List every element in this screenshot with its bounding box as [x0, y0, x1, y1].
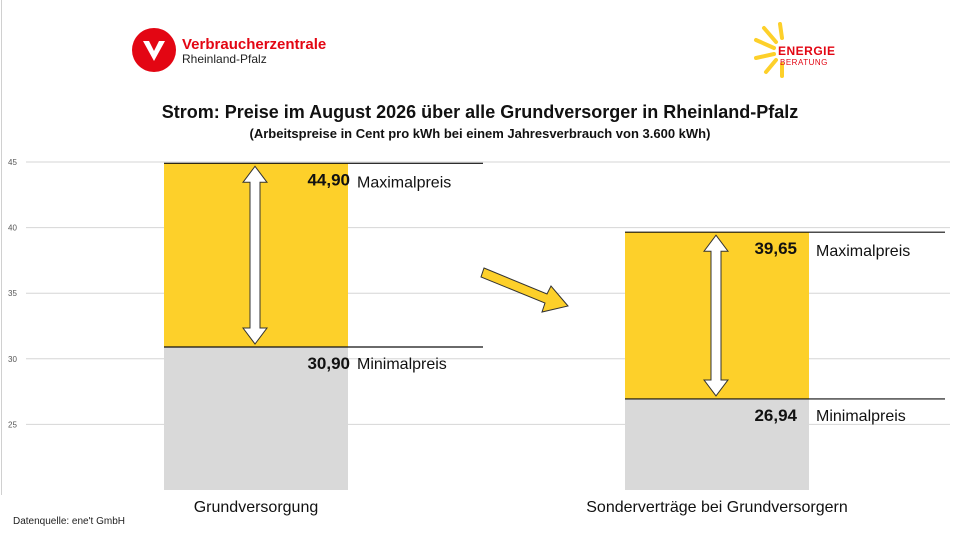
range-arrow [703, 234, 729, 397]
y-tick-label: 30 [8, 355, 17, 364]
min-price-label: Minimalpreis [357, 356, 447, 373]
energieberatung-logo: ENERGIE BERATUNG [752, 22, 852, 78]
y-tick-label: 45 [8, 158, 17, 167]
transition-arrow [480, 267, 569, 313]
left-border [1, 0, 2, 495]
max-price-label: Maximalpreis [816, 243, 910, 260]
eb-logo-line2: BERATUNG [780, 58, 828, 67]
y-tick-label: 35 [8, 289, 17, 298]
min-bar [164, 346, 348, 490]
vz-logo-name: Verbraucherzentrale [182, 36, 327, 53]
sun-rays-icon [754, 22, 784, 78]
vz-logo-region: Rheinland-Pfalz [182, 52, 267, 66]
min-value-label: 26,94 [754, 406, 797, 425]
vz-check-icon [132, 28, 176, 72]
data-source: Datenquelle: ene't GmbH [13, 516, 125, 527]
y-tick-label: 25 [8, 420, 17, 429]
min-bar [625, 398, 809, 490]
max-price-label: Maximalpreis [357, 174, 451, 191]
category-label: Grundversorgung [194, 499, 319, 516]
max-value-label: 39,65 [754, 239, 797, 258]
eb-logo-line1: ENERGIE [778, 44, 836, 58]
min-price-label: Minimalpreis [816, 408, 906, 425]
range-arrow [242, 165, 268, 345]
y-tick-label: 40 [8, 224, 17, 233]
max-value-label: 44,90 [307, 170, 350, 189]
min-value-label: 30,90 [307, 354, 350, 373]
chart-title: Strom: Preise im August 2026 über alle G… [161, 102, 799, 122]
chart-subtitle: (Arbeitspreise in Cent pro kWh bei einem… [249, 126, 711, 141]
category-label: Sonderverträge bei Grundversorgern [586, 499, 847, 516]
